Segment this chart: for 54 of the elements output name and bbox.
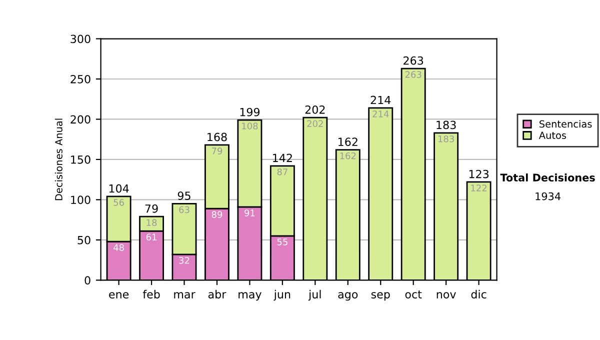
- x-tick-label: sep: [371, 292, 390, 301]
- data-label: 56: [114, 199, 124, 206]
- data-label: 108: [242, 122, 258, 130]
- data-label: 91: [244, 210, 255, 216]
- total-label: 104: [109, 184, 129, 193]
- x-tick-label: dic: [471, 290, 486, 298]
- total-label: 263: [404, 56, 424, 65]
- x-tick-label: ene: [109, 292, 129, 298]
- y-tick-label: 200: [70, 115, 90, 124]
- data-label: 183: [438, 135, 454, 142]
- x-tick-label: jun: [274, 290, 290, 301]
- y-tick-label: 150: [71, 155, 90, 164]
- data-label: 202: [307, 120, 323, 128]
- y-tick-label: 300: [70, 34, 90, 44]
- data-label: 89: [212, 211, 222, 218]
- data-label: 55: [277, 238, 288, 246]
- x-tick-label: may: [238, 292, 262, 301]
- data-label: 87: [277, 168, 288, 176]
- total-label: 214: [370, 96, 391, 104]
- data-label: 48: [114, 244, 124, 251]
- total-label: 183: [436, 120, 456, 130]
- data-label: 214: [372, 110, 389, 118]
- x-tick-label: abr: [208, 290, 226, 298]
- total-label: 79: [145, 204, 158, 213]
- legend-label: Sentencias: [540, 120, 592, 128]
- legend-label: Autos: [538, 132, 566, 139]
- y-tick-label: 0: [84, 276, 90, 285]
- text: Total Decisiones: [500, 173, 595, 182]
- data-label: 61: [146, 234, 156, 240]
- total-label: 142: [273, 154, 292, 162]
- data-label: 63: [179, 206, 190, 214]
- x-tick-label: oct: [405, 290, 422, 298]
- total-label: 202: [305, 105, 325, 114]
- total-label: 168: [208, 132, 227, 142]
- y-axis-title: Decisiones Anual: [54, 118, 62, 200]
- x-tick-label: nov: [436, 292, 456, 298]
- total-label: 95: [178, 192, 190, 200]
- data-label: 263: [405, 71, 422, 78]
- y-tick-label: 100: [71, 196, 90, 204]
- data-label: 79: [212, 148, 222, 154]
- y-tick-label: 50: [78, 236, 90, 244]
- data-label: 18: [146, 219, 157, 226]
- data-label: 32: [179, 256, 190, 264]
- text: 1934: [536, 192, 560, 200]
- y-tick-label: 250: [70, 74, 90, 84]
- data-label: 162: [340, 152, 356, 160]
- x-tick-label: ago: [338, 292, 358, 301]
- total-label: 199: [240, 108, 260, 116]
- data-label: 122: [471, 184, 487, 192]
- x-tick-label: mar: [174, 292, 196, 298]
- x-tick-label: jul: [308, 290, 321, 301]
- x-tick-label: feb: [142, 290, 160, 298]
- total-label: 123: [469, 170, 489, 178]
- total-label: 162: [338, 138, 358, 146]
